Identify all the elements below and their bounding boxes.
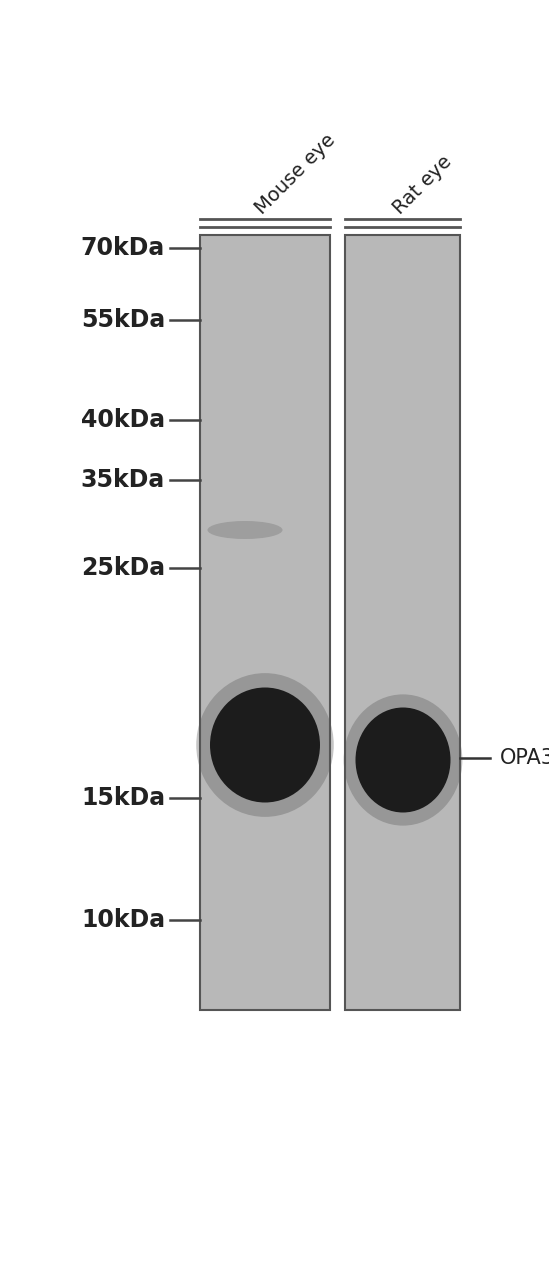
Text: 35kDa: 35kDa <box>81 468 165 492</box>
Ellipse shape <box>196 673 334 817</box>
Text: Rat eye: Rat eye <box>390 152 456 218</box>
Bar <box>345 236 460 1010</box>
Text: OPA3: OPA3 <box>500 748 549 768</box>
Text: 25kDa: 25kDa <box>81 556 165 580</box>
Text: 15kDa: 15kDa <box>81 786 165 810</box>
Text: 70kDa: 70kDa <box>81 236 165 260</box>
Ellipse shape <box>344 694 462 826</box>
Ellipse shape <box>356 708 451 813</box>
Ellipse shape <box>210 687 320 803</box>
Ellipse shape <box>208 521 283 539</box>
Text: 55kDa: 55kDa <box>81 308 165 332</box>
Bar <box>200 236 330 1010</box>
Text: 40kDa: 40kDa <box>81 408 165 431</box>
Text: 10kDa: 10kDa <box>81 908 165 932</box>
Text: Mouse eye: Mouse eye <box>251 131 339 218</box>
